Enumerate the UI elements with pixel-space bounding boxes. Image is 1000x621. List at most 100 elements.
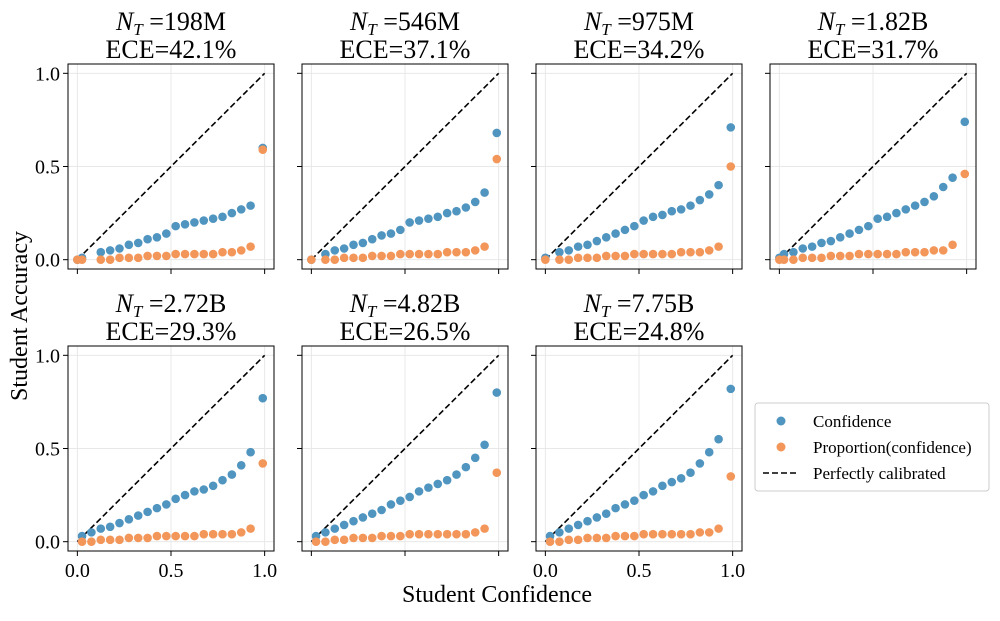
confidence-point	[236, 460, 246, 470]
confidence-point	[726, 384, 736, 394]
legend-label-calibrated: Perfectly calibrated	[813, 464, 946, 483]
y-tick-label: 0.0	[35, 250, 60, 272]
confidence-point	[882, 212, 892, 222]
perfect-calibration-line	[778, 72, 968, 261]
proportion-point	[433, 529, 443, 539]
proportion-point	[199, 249, 209, 259]
proportion-point	[704, 246, 714, 255]
proportion-point	[227, 247, 237, 257]
proportion-point	[658, 529, 667, 539]
confidence-point	[480, 440, 489, 450]
proportion-point	[143, 251, 152, 261]
proportion-point	[358, 253, 368, 263]
proportion-point	[555, 255, 564, 264]
confidence-point	[564, 246, 574, 255]
proportion-point	[639, 529, 648, 539]
proportion-point	[910, 247, 920, 257]
proportion-point	[386, 251, 396, 261]
proportion-point	[396, 249, 405, 259]
proportion-point	[835, 251, 845, 261]
confidence-point	[573, 242, 583, 251]
nt-subscript: T	[133, 20, 144, 39]
proportion-point	[826, 251, 836, 261]
confidence-point	[611, 229, 620, 238]
confidence-point	[601, 509, 611, 519]
proportion-point	[236, 246, 246, 255]
confidence-point	[180, 490, 190, 500]
confidence-point	[349, 240, 358, 250]
proportion-point	[630, 531, 639, 541]
proportion-point	[611, 531, 620, 541]
proportion-point	[424, 529, 433, 539]
proportion-point	[330, 535, 340, 545]
confidence-point	[133, 238, 143, 248]
confidence-point	[349, 516, 358, 526]
confidence-point	[124, 515, 134, 524]
confidence-point	[358, 238, 368, 248]
confidence-point	[960, 117, 970, 127]
perfect-calibration-line	[76, 354, 266, 543]
confidence-point	[386, 229, 396, 238]
proportion-point	[133, 253, 143, 263]
confidence-point	[564, 524, 574, 533]
confidence-point	[405, 218, 414, 227]
nt-subscript: T	[133, 302, 144, 321]
proportion-point	[96, 535, 106, 545]
confidence-point	[938, 182, 948, 192]
y-tick-label: 0.0	[35, 532, 60, 554]
confidence-point	[611, 503, 620, 513]
confidence-point	[433, 479, 443, 489]
proportion-point	[461, 529, 471, 539]
legend: Confidence Proportion(confidence) Perfec…	[754, 402, 990, 492]
proportion-point	[817, 253, 826, 263]
confidence-point	[171, 494, 180, 504]
proportion-point	[564, 255, 574, 264]
proportion-point	[236, 528, 246, 537]
proportion-point	[948, 240, 957, 250]
confidence-point	[442, 475, 452, 485]
proportion-point	[452, 247, 461, 257]
confidence-point	[583, 240, 592, 250]
confidence-point	[152, 503, 162, 513]
proportion-point	[960, 169, 970, 179]
confidence-point	[414, 216, 424, 225]
confidence-point	[246, 447, 255, 457]
confidence-point	[686, 468, 695, 478]
proportion-point	[246, 524, 255, 533]
nt-value: =7.75B	[610, 289, 694, 318]
proportion-point	[405, 529, 414, 539]
nt-value: =198M	[143, 7, 226, 36]
confidence-point	[124, 240, 134, 250]
confidence-point	[218, 212, 227, 222]
proportion-point	[349, 253, 358, 263]
nt-value: =1.82B	[844, 7, 928, 36]
proportion-point	[658, 249, 667, 259]
proportion-point	[845, 251, 854, 261]
proportion-point	[307, 255, 316, 264]
nt-symbol: N	[115, 7, 135, 36]
proportion-point	[171, 249, 180, 259]
confidence-point	[480, 188, 489, 197]
legend-label-confidence: Confidence	[813, 412, 891, 431]
proportion-point	[620, 251, 630, 261]
subplot-title-ece: ECE=34.2%	[574, 35, 705, 64]
confidence-point	[87, 528, 96, 537]
confidence-point	[695, 195, 705, 205]
proportion-point	[573, 253, 583, 263]
proportion-point	[87, 537, 96, 546]
confidence-point	[442, 208, 452, 218]
confidence-point	[704, 190, 714, 199]
proportion-point	[96, 255, 106, 264]
confidence-point	[162, 229, 171, 238]
x-tick-label: 0.0	[533, 560, 558, 582]
confidence-point	[854, 225, 864, 235]
proportion-point	[854, 249, 864, 259]
x-axis-label: Student Confidence	[402, 582, 592, 608]
confidence-point	[461, 462, 471, 472]
confidence-point	[208, 214, 218, 223]
confidence-point	[199, 216, 209, 225]
proportion-point	[639, 249, 648, 259]
nt-symbol: N	[583, 289, 603, 318]
